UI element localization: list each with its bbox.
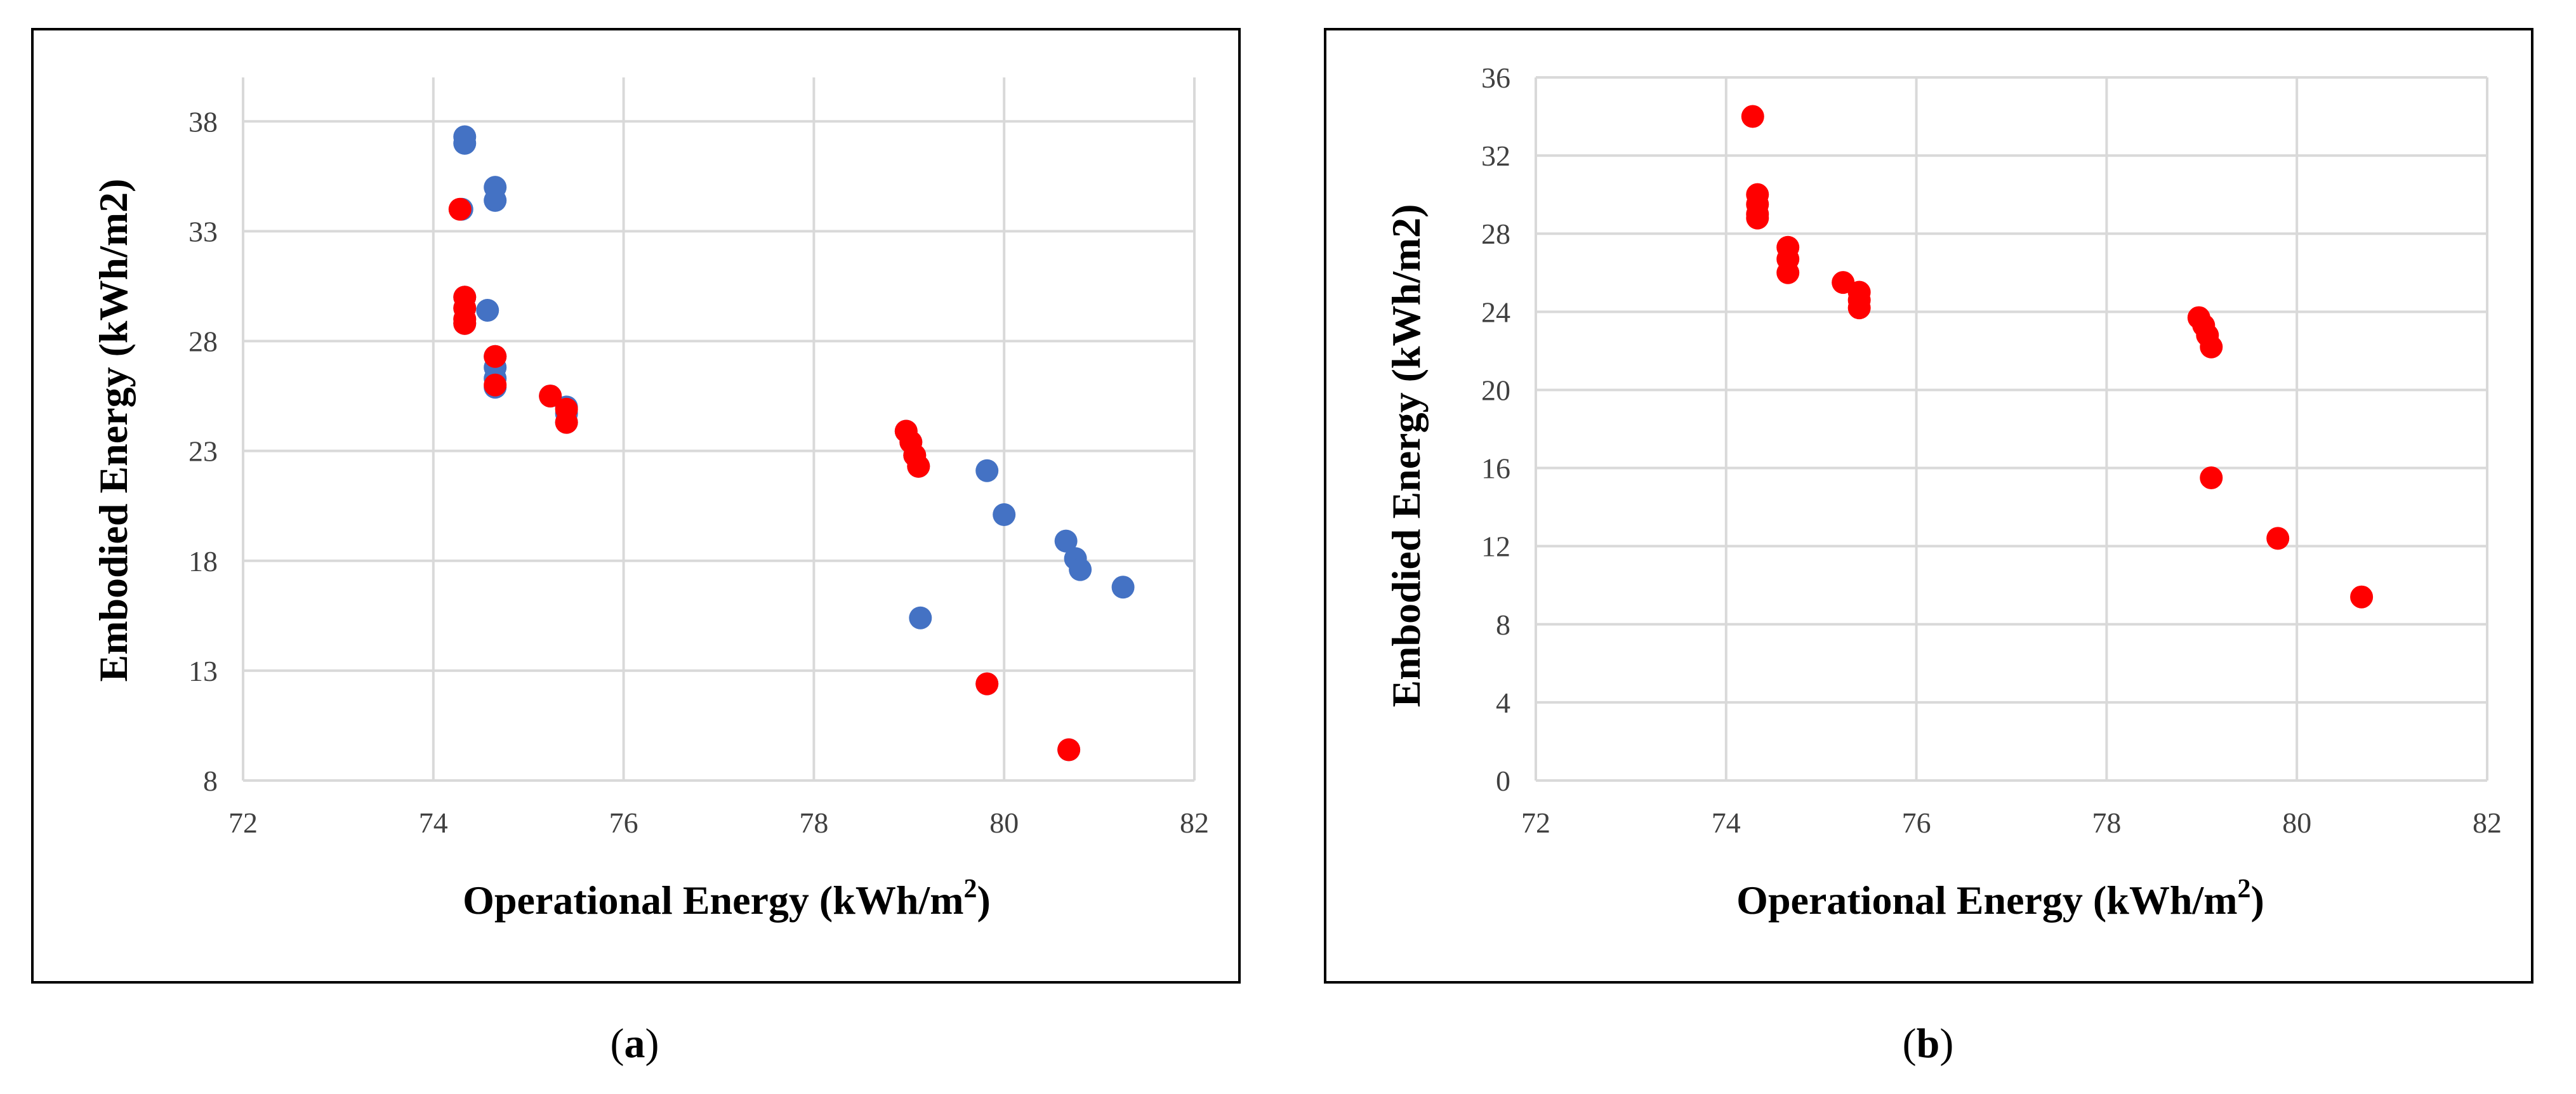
panel-a-tick-labels: 72 74 76 78 80 82 8 13 18 23 28 33 38 — [188, 105, 1209, 839]
panel-a-y-tick-label: 28 — [188, 326, 218, 358]
panel-a-series-1-point-4 — [453, 312, 477, 335]
panel-a-series-1-point-7 — [539, 385, 562, 408]
panel-b-x-axis-title: Operational Energy (kWh/m2) — [1736, 874, 2264, 923]
panel-b-series-0-point-7 — [1776, 261, 1800, 284]
panel-a-y-tick-label: 38 — [188, 105, 218, 138]
panel-a-frame — [31, 28, 1241, 984]
panel-b-y-axis-title: Embodied Energy (kWh/m2) — [1384, 204, 1429, 708]
panel-b-y-tick-label: 4 — [1496, 687, 1510, 719]
panel-b-x-tick-label: 80 — [2282, 807, 2311, 839]
panel-a-x-tick-label: 76 — [609, 807, 638, 839]
panel-a-y-tick-label: 13 — [188, 655, 218, 687]
panel-a-series-0-point-26 — [1069, 558, 1092, 581]
panel-a-series-1-point-0 — [448, 197, 472, 221]
panel-b-y-tick-label: 20 — [1481, 374, 1510, 406]
panel-a-series-1-point-13 — [907, 454, 930, 478]
panel-a-y-tick-label: 18 — [188, 545, 218, 577]
panel-b-y-tick-label: 28 — [1481, 218, 1510, 250]
panel-a-y-axis-title: Embodied Energy (kWh/m2) — [91, 179, 136, 682]
panel-b-chart: 72 74 76 78 80 82 0 4 8 12 16 20 24 28 32 36 Embodied E… — [1324, 28, 2533, 984]
panel-a-series-0-point-1 — [453, 131, 477, 155]
panel-b-y-tick-label: 36 — [1481, 62, 1510, 94]
panel-a-x-tick-label: 80 — [989, 807, 1019, 839]
panel-a-series-1-point-15 — [1057, 738, 1081, 761]
panel-a-series-0-point-23 — [993, 503, 1016, 527]
panel-b-series-0-point-4 — [1746, 206, 1769, 230]
panel-a-series-1-point-6 — [484, 373, 507, 397]
panel-a-series-0-point-9 — [476, 299, 499, 322]
panel-b-series-0-point-0 — [1741, 105, 1764, 128]
panel-a-x-tick-label: 78 — [799, 807, 828, 839]
panel-b-y-tick-label: 32 — [1481, 140, 1510, 172]
panel-a-x-axis-title: Operational Energy (kWh/m2) — [463, 874, 991, 923]
panel-a-label: (a) — [611, 1020, 659, 1067]
panel-b-x-tick-label: 74 — [1712, 807, 1741, 839]
panel-a-data-points — [448, 125, 1135, 761]
panel-a-y-tick-label: 33 — [188, 215, 218, 247]
panel-a-x-tick-label: 74 — [419, 807, 448, 839]
panel-a-series-0-point-24 — [1054, 529, 1078, 553]
panel-b-frame — [1324, 28, 2533, 984]
panel-b-tick-labels: 72 74 76 78 80 82 0 4 8 12 16 20 24 28 32 36 — [1481, 62, 2502, 839]
panel-b-x-tick-label: 72 — [1521, 807, 1550, 839]
panel-a-x-tick-label: 72 — [228, 807, 258, 839]
panel-b-x-tick-label: 82 — [2473, 807, 2502, 839]
panel-b-series-0-point-16 — [2200, 466, 2223, 489]
panel-b-series-0-point-17 — [2266, 527, 2290, 550]
panel-a-series-0-point-27 — [1111, 576, 1135, 599]
panel-a-series-1-point-9 — [555, 411, 578, 434]
panel-b-y-tick-label: 0 — [1496, 765, 1510, 797]
panel-b-label: (b) — [1903, 1020, 1954, 1067]
panel-a-chart: 72 74 76 78 80 82 8 13 18 23 28 33 38 Embodied Energ… — [31, 28, 1241, 984]
panel-a-series-0-point-3 — [484, 188, 507, 212]
panel-a-gridlines — [242, 77, 1196, 782]
panel-b-y-tick-label: 8 — [1496, 609, 1510, 641]
panel-b-series-0-point-11 — [1847, 296, 1871, 320]
panel-a-series-1-point-5 — [484, 345, 507, 368]
panel-a-series-0-point-22 — [975, 459, 999, 482]
panel-b-y-tick-label: 24 — [1481, 296, 1510, 328]
panel-a-series-0-point-28 — [909, 606, 932, 629]
panel-a-y-tick-label: 23 — [188, 435, 218, 468]
panel-b-gridlines — [1535, 76, 2488, 782]
panel-b-y-tick-label: 16 — [1481, 452, 1510, 485]
panel-b-x-tick-label: 76 — [1902, 807, 1931, 839]
panel-b-series-0-point-15 — [2200, 335, 2223, 359]
panel-b-y-tick-label: 12 — [1481, 531, 1510, 563]
panel-a-x-tick-label: 82 — [1180, 807, 1209, 839]
panel-b-data-points — [1741, 105, 2374, 609]
panel-a-series-1-point-14 — [975, 672, 999, 695]
panel-a-y-tick-label: 8 — [203, 765, 218, 797]
panel-b-x-tick-label: 78 — [2092, 807, 2121, 839]
panel-b-series-0-point-18 — [2350, 585, 2374, 609]
